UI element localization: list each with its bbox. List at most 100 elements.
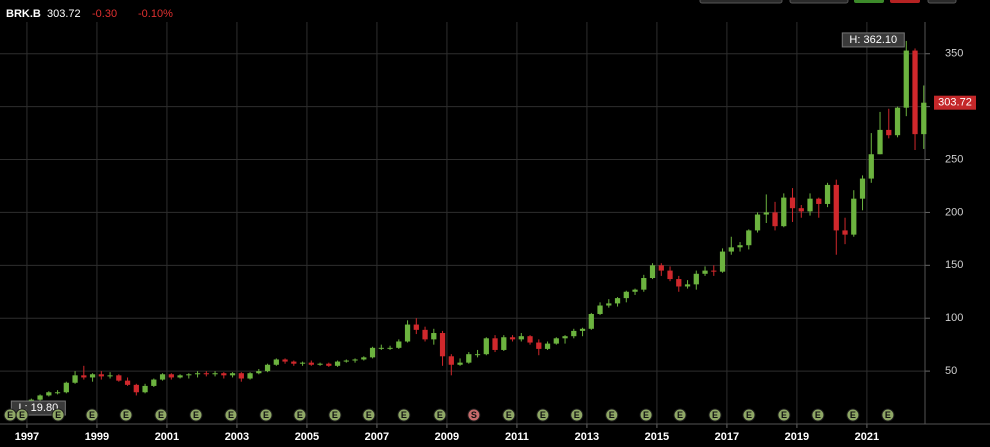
candle-body [807,198,813,212]
candle-body [597,305,603,314]
candle-body [614,298,621,304]
event-marker [154,408,168,422]
event-marker [708,408,722,422]
event-label: E [677,410,683,420]
toolbar-box [789,0,849,4]
candle-body [334,361,341,366]
x-tick-label: 2007 [365,431,389,443]
event-marker [605,408,619,422]
x-tick-label: 2021 [855,431,879,443]
candle-body [868,154,874,179]
candle-body [728,247,734,252]
candle-body [623,291,629,299]
event-marker [85,408,99,422]
event-label: E [781,410,787,420]
x-tick-label: 2013 [575,431,599,443]
high-label-box [841,32,905,48]
event-label: E [401,410,407,420]
candle-body [527,336,533,343]
candle-body [588,313,594,329]
candle-body [667,270,673,280]
event-marker [328,408,342,422]
event-marker [189,408,203,422]
candle-body [544,343,551,349]
x-tick-label: 2005 [295,431,319,443]
candle-body [641,278,647,290]
event-label: E [55,410,61,420]
candle-body [649,265,656,279]
event-marker [639,408,653,422]
candle-body [352,359,358,361]
event-marker [502,408,516,422]
candle-body [492,338,498,350]
event-marker [673,408,687,422]
candle-body [378,347,384,349]
x-tick-label: 2001 [155,431,179,443]
high-label: H: 362.10 [849,34,897,46]
candle-body [658,265,664,271]
x-tick-label: 2019 [785,431,809,443]
candle-body [194,373,201,375]
toolbar-box [699,0,783,4]
event-marker [881,408,895,422]
toolbar-buy [854,0,884,3]
event-label: E [885,410,891,420]
candle-body [702,270,708,274]
x-tick-label: 1999 [85,431,109,443]
candle-body [501,337,507,350]
candle-body [273,359,279,365]
candle-body [606,303,612,306]
event-marker [742,408,756,422]
candle-body [798,208,804,212]
toolbar-sell [890,0,920,3]
event-marker [397,408,411,422]
candle-body [54,392,61,394]
candle-body [326,363,332,366]
candle-body [229,373,236,376]
candle-body [579,328,586,331]
y-tick-label: 200 [945,206,963,218]
candle-body [693,273,699,285]
candle-body [851,198,857,235]
event-label: E [89,410,95,420]
candle-body [177,375,183,378]
candle-body [186,374,192,376]
candle-body [133,384,139,393]
y-tick-label: 350 [945,48,963,60]
event-label: E [263,410,269,420]
x-tick-label: 2017 [715,431,739,443]
candle-body [238,373,244,379]
symbol: BRK.B [6,8,41,20]
candle-body [431,333,437,340]
candle-body [903,50,909,108]
event-label: E [609,410,615,420]
last-price-tag [934,95,976,110]
toolbar-box [927,0,957,4]
candle-body [842,230,848,235]
candle-body [151,379,157,386]
candle-body [142,385,148,393]
candle-body [98,374,104,377]
event-label: E [19,410,25,420]
candle-body [816,198,822,204]
candle-body [448,356,454,365]
candle-body [877,129,883,155]
candle-body [772,212,778,227]
candle-body [824,184,831,204]
y-tick-label: 100 [945,312,963,324]
event-label: E [228,410,234,420]
candle-body [413,324,419,330]
candle-body [396,341,402,348]
candle-body [124,380,131,385]
y-tick-label: 250 [945,153,963,165]
event-label: E [815,410,821,420]
event-marker [846,408,860,422]
x-tick-label: 2009 [435,431,459,443]
candle-body [387,347,393,349]
change-percent: -0.10% [138,8,173,20]
event-marker [224,408,238,422]
candle-body [247,373,253,379]
candle-body [676,279,682,287]
